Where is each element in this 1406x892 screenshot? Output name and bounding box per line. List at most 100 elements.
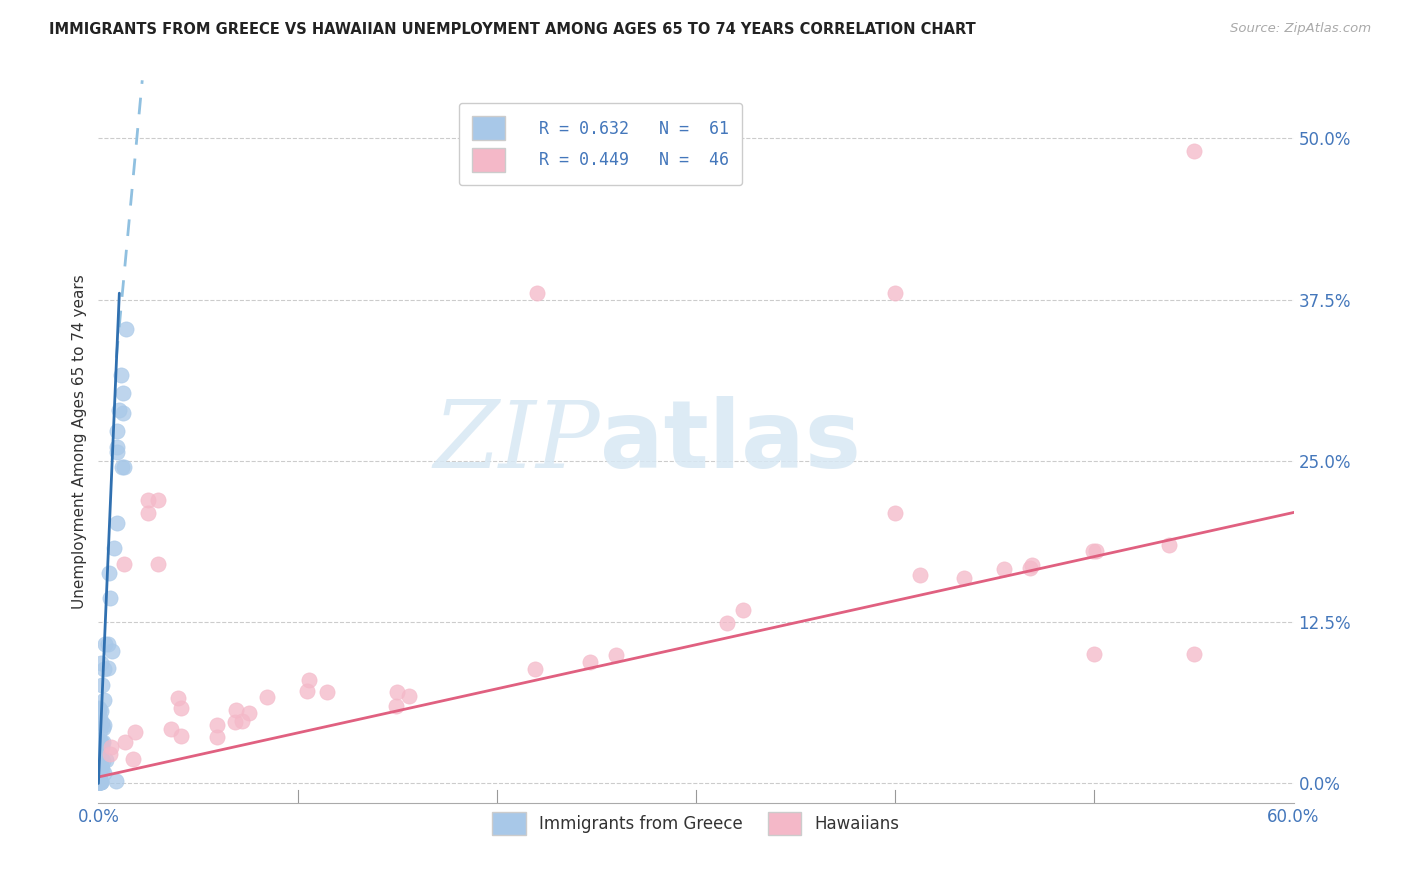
Point: [170, 729, 193, 743]
Point: [89, 711, 111, 725]
Point: [148, 557, 170, 571]
Point: [90, 735, 112, 749]
Point: [1182, 648, 1205, 662]
Point: [112, 557, 135, 571]
Point: [90, 735, 112, 749]
Point: [89, 775, 111, 789]
Point: [105, 440, 128, 454]
Point: [93, 718, 115, 732]
Point: [89, 702, 111, 716]
Point: [110, 368, 132, 382]
Point: [90, 716, 112, 731]
Point: [89, 732, 111, 747]
Point: [89, 775, 111, 789]
Point: [97, 661, 120, 675]
Point: [105, 773, 128, 788]
Point: [101, 644, 124, 658]
Point: [993, 562, 1015, 576]
Point: [526, 286, 548, 301]
Point: [100, 739, 122, 754]
Point: [105, 444, 128, 458]
Text: atlas: atlas: [600, 395, 862, 488]
Point: [136, 492, 159, 507]
Text: ZIP: ZIP: [433, 397, 600, 486]
Point: [166, 691, 188, 706]
Point: [93, 693, 115, 707]
Point: [170, 701, 193, 715]
Point: [89, 723, 111, 738]
Point: [94, 753, 117, 767]
Point: [114, 735, 136, 749]
Point: [231, 714, 253, 729]
Point: [87, 704, 110, 718]
Point: [136, 506, 159, 520]
Point: [90, 657, 112, 671]
Point: [207, 730, 229, 744]
Point: [225, 703, 247, 717]
Point: [298, 673, 321, 687]
Point: [238, 706, 260, 720]
Point: [1182, 145, 1205, 159]
Point: [908, 567, 931, 582]
Point: [112, 460, 135, 475]
Point: [115, 321, 138, 335]
Point: [112, 386, 135, 401]
Point: [224, 715, 246, 730]
Point: [295, 684, 318, 698]
Point: [884, 286, 907, 301]
Point: [1083, 648, 1105, 662]
Point: [105, 516, 128, 530]
Point: [90, 775, 112, 789]
Point: [90, 759, 112, 773]
Point: [716, 615, 738, 630]
Point: [579, 655, 602, 669]
Point: [205, 718, 228, 732]
Point: [111, 406, 134, 420]
Point: [523, 662, 546, 676]
Point: [90, 678, 112, 692]
Point: [122, 752, 145, 766]
Point: [89, 775, 111, 789]
Point: [1019, 561, 1042, 575]
Point: [385, 699, 408, 714]
Point: [91, 721, 114, 735]
Point: [1157, 538, 1180, 552]
Point: [91, 754, 114, 768]
Point: [87, 775, 110, 789]
Point: [398, 689, 420, 703]
Point: [1021, 558, 1043, 572]
Point: [90, 740, 112, 755]
Point: [93, 765, 115, 780]
Point: [89, 775, 111, 789]
Point: [98, 566, 121, 580]
Point: [103, 541, 125, 555]
Point: [1085, 544, 1108, 558]
Point: [91, 735, 114, 749]
Point: [97, 637, 120, 651]
Text: IMMIGRANTS FROM GREECE VS HAWAIIAN UNEMPLOYMENT AMONG AGES 65 TO 74 YEARS CORREL: IMMIGRANTS FROM GREECE VS HAWAIIAN UNEMP…: [49, 22, 976, 37]
Point: [89, 775, 111, 789]
Point: [160, 722, 183, 736]
Point: [89, 753, 111, 767]
Point: [111, 460, 134, 475]
Point: [89, 758, 111, 772]
Point: [89, 761, 111, 775]
Point: [87, 775, 110, 789]
Point: [148, 492, 170, 507]
Point: [105, 424, 128, 438]
Point: [90, 705, 112, 719]
Point: [124, 724, 146, 739]
Point: [731, 603, 754, 617]
Point: [387, 685, 409, 699]
Point: [94, 637, 117, 651]
Point: [952, 571, 974, 585]
Point: [87, 700, 110, 714]
Point: [91, 763, 114, 777]
Point: [316, 685, 339, 699]
Point: [90, 760, 112, 774]
Point: [107, 403, 129, 417]
Point: [90, 745, 112, 759]
Point: [884, 506, 907, 520]
Point: [98, 591, 121, 605]
Point: [90, 750, 112, 764]
